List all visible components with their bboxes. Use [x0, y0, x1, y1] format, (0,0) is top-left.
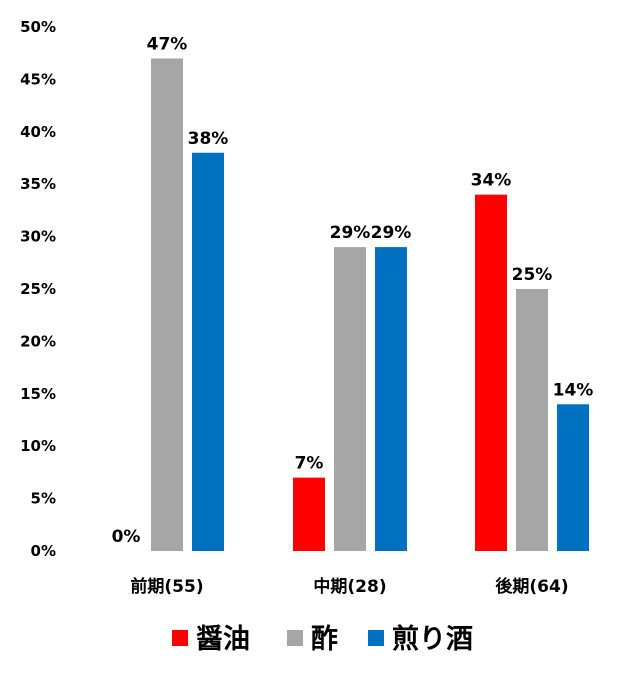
y-tick-label: 5%: [31, 490, 56, 508]
legend-label: 酢: [311, 624, 338, 655]
data-label: 14%: [553, 380, 594, 400]
x-tick-label: 前期(55): [130, 576, 203, 597]
bar: [557, 404, 589, 551]
bar: [293, 477, 325, 551]
y-tick-label: 40%: [20, 123, 56, 141]
data-label: 29%: [371, 223, 412, 243]
data-label: 25%: [512, 265, 553, 285]
bar: [334, 247, 366, 551]
data-label: 7%: [295, 454, 324, 474]
data-label: 29%: [330, 223, 371, 243]
bar: [475, 194, 507, 551]
y-axis-ticks: 0% 5% 10% 15% 20% 25% 30% 35% 40% 45% 50%: [20, 18, 56, 560]
x-tick-label: 後期(64): [495, 576, 568, 597]
data-label: 38%: [188, 129, 229, 149]
bar: [192, 152, 224, 551]
data-labels: 0% 7% 34% 47% 29% 25% 38% 29% 14%: [112, 34, 594, 547]
y-tick-label: 30%: [20, 228, 56, 246]
y-tick-label: 25%: [20, 280, 56, 298]
data-label: 34%: [471, 171, 512, 191]
x-tick-label: 中期(28): [313, 576, 386, 597]
y-tick-label: 50%: [20, 18, 56, 36]
legend-label: 煎り酒: [392, 623, 473, 655]
legend-swatch: [368, 630, 384, 646]
bar: [516, 289, 548, 551]
y-tick-label: 0%: [31, 542, 56, 560]
y-tick-label: 35%: [20, 175, 56, 193]
x-axis-labels: 前期(55) 中期(28) 後期(64): [130, 576, 568, 597]
bar: [375, 247, 407, 551]
legend: 醤油 酢 煎り酒: [172, 623, 473, 655]
y-tick-label: 15%: [20, 385, 56, 403]
data-label: 47%: [147, 34, 188, 54]
legend-swatch: [172, 630, 188, 646]
legend-label: 醤油: [196, 624, 250, 655]
y-tick-label: 45%: [20, 70, 56, 88]
legend-swatch: [287, 630, 303, 646]
y-tick-label: 10%: [20, 437, 56, 455]
y-tick-label: 20%: [20, 332, 56, 350]
bars: [151, 58, 589, 551]
bar: [151, 58, 183, 551]
data-label: 0%: [112, 527, 141, 547]
